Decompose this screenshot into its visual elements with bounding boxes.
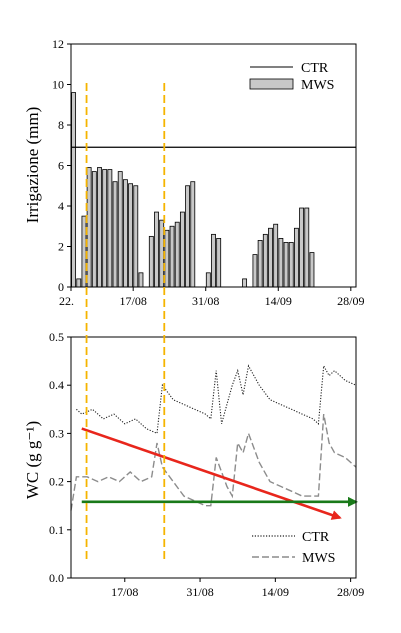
- y-tick-label: 0.3: [49, 426, 64, 440]
- x-tick-label: 31/08: [192, 294, 219, 308]
- legend-ctr-label: CTR: [301, 61, 329, 76]
- ctr-water-content-line: [76, 364, 357, 435]
- mws-bar: [81, 215, 87, 288]
- y-tick-label: 2: [58, 240, 64, 254]
- mws-bar: [205, 272, 211, 288]
- mws-bar: [117, 171, 123, 288]
- mws-bar: [262, 233, 268, 288]
- mws-bar: [107, 169, 113, 288]
- x-tick-label: 14/09: [262, 585, 289, 599]
- y-tick-label: 10: [52, 78, 64, 92]
- mws-bar: [138, 272, 144, 288]
- mws-bar: [122, 179, 128, 288]
- y-tick-label: 0.4: [49, 378, 64, 392]
- mws-bar: [242, 278, 248, 288]
- mws-bar: [169, 225, 175, 288]
- mws-bar: [288, 242, 294, 288]
- mws-bar: [159, 219, 165, 288]
- y-tick-label: 0.1: [49, 523, 64, 537]
- legend-mws-label: MWS: [301, 78, 334, 93]
- mws-bar: [71, 92, 77, 288]
- mws-bar: [164, 229, 170, 288]
- x-tick-label: 17/08: [111, 585, 138, 599]
- legend-ctr-label: CTR: [302, 530, 330, 545]
- mws-bars: [71, 92, 315, 288]
- y-tick-label: 8: [58, 118, 64, 132]
- mws-bar: [154, 211, 159, 288]
- irrigation-x-ticks: 22. 17/08 31/08 14/09 28/09: [59, 287, 364, 308]
- irrigation-y-axis-label: Irrigazione (mm): [23, 107, 42, 224]
- mws-bar: [112, 181, 118, 288]
- mws-bar: [278, 237, 284, 288]
- mws-bar: [76, 278, 82, 288]
- irrigation-y-ticks: 0 2 4 6 8 10 12: [52, 37, 71, 294]
- mws-bar: [216, 237, 222, 288]
- x-tick-label: 31/08: [186, 585, 213, 599]
- y-tick-label: 0: [58, 280, 64, 294]
- y-tick-label: 0.2: [49, 475, 64, 489]
- water-content-y-axis-label: WC (g g⁻¹): [23, 421, 42, 499]
- mws-bar: [283, 242, 289, 288]
- y-tick-label: 12: [52, 37, 64, 51]
- mws-bar: [299, 207, 305, 288]
- mws-bar: [97, 167, 102, 288]
- mws-bar: [257, 240, 263, 288]
- mws-bar: [174, 221, 180, 288]
- mws-bar: [190, 181, 196, 288]
- mws-bar: [268, 227, 273, 288]
- mws-bar: [86, 167, 92, 288]
- mws-bar: [293, 227, 299, 288]
- irrigation-panel: 0 2 4 6 8 10 12 22. 17/08 31/08 14/09 28/09 Irriga…: [23, 37, 364, 308]
- mws-bar: [252, 254, 258, 288]
- mws-bar: [304, 207, 310, 288]
- y-tick-label: 4: [58, 199, 64, 213]
- x-tick-label: 17/08: [120, 294, 147, 308]
- mws-bar: [91, 171, 97, 288]
- legend-mws-bar-swatch: [249, 78, 294, 90]
- mws-bar: [102, 169, 108, 288]
- x-tick-label: 14/09: [265, 294, 292, 308]
- y-tick-label: 0.5: [49, 330, 64, 344]
- water-content-axes-frame: [70, 336, 357, 579]
- x-tick-label: 28/09: [337, 585, 364, 599]
- y-tick-label: 0.0: [49, 571, 64, 585]
- water-content-y-ticks: 0.0 0.1 0.2 0.3 0.4 0.5: [49, 330, 71, 585]
- mws-bar: [128, 183, 134, 288]
- axes-frame-rect: [70, 336, 357, 579]
- x-tick-label: 28/09: [337, 294, 364, 308]
- water-content-legend: CTR MWS: [252, 530, 335, 566]
- y-tick-label: 6: [58, 159, 64, 173]
- mws-bar: [309, 252, 315, 288]
- x-tick-label: 22.: [59, 294, 74, 308]
- irrigation-legend: CTR MWS: [249, 61, 334, 93]
- water-content-x-ticks: 17/08 31/08 14/09 28/09: [111, 578, 364, 599]
- mws-bar: [273, 223, 279, 288]
- mws-bar: [211, 233, 216, 288]
- mws-bar: [133, 185, 139, 288]
- mws-bar: [179, 211, 185, 288]
- legend-mws-label: MWS: [302, 551, 335, 566]
- mws-water-content-line: [70, 413, 357, 511]
- mws-bar: [148, 235, 154, 288]
- mws-bar: [185, 185, 191, 288]
- water-content-panel: 0.00.10.20.30.40.5 17/08 31/08 14/09 28/09 …: [23, 330, 364, 599]
